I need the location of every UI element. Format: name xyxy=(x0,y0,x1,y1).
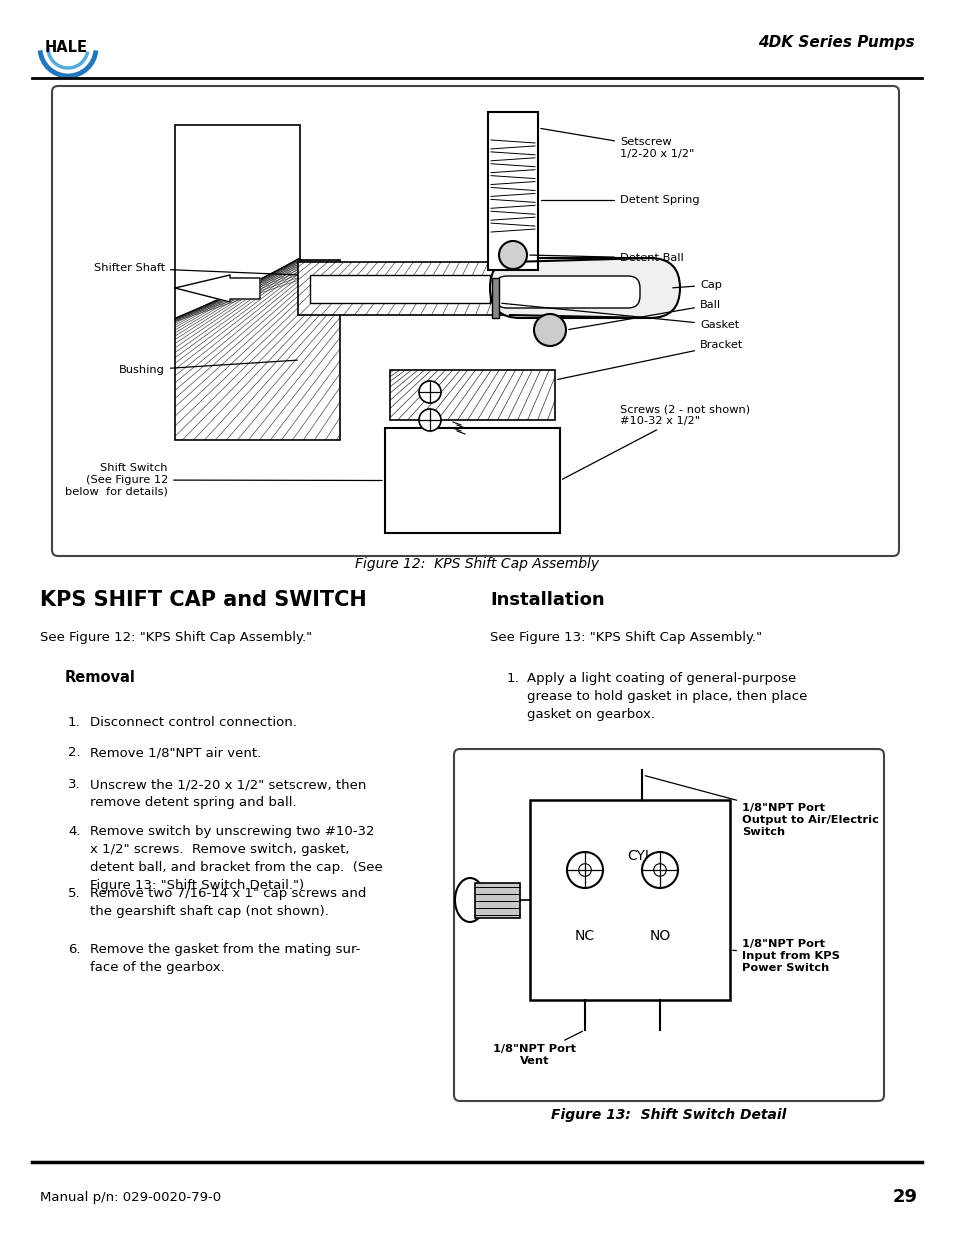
Text: Cap: Cap xyxy=(672,280,721,290)
Polygon shape xyxy=(488,112,537,137)
Text: 1.: 1. xyxy=(68,716,81,729)
Text: 29: 29 xyxy=(892,1188,917,1207)
Text: 2.: 2. xyxy=(68,746,81,760)
Text: 4.: 4. xyxy=(68,825,80,839)
Text: NO: NO xyxy=(649,929,670,944)
Text: Shift Switch
(See Figure 12
below  for details): Shift Switch (See Figure 12 below for de… xyxy=(65,463,382,496)
Text: gasket on gearbox.: gasket on gearbox. xyxy=(526,708,655,721)
Text: the gearshift shaft cap (not shown).: the gearshift shaft cap (not shown). xyxy=(90,905,329,918)
Text: 3.: 3. xyxy=(68,778,81,790)
Text: 4DK Series Pumps: 4DK Series Pumps xyxy=(758,35,914,49)
Bar xyxy=(488,112,537,270)
FancyBboxPatch shape xyxy=(454,748,883,1100)
Text: Bushing: Bushing xyxy=(119,361,297,375)
Circle shape xyxy=(418,382,440,403)
Ellipse shape xyxy=(455,878,484,923)
Circle shape xyxy=(653,863,665,877)
Circle shape xyxy=(578,863,591,877)
Text: Remove 1/8"NPT air vent.: Remove 1/8"NPT air vent. xyxy=(90,746,261,760)
Text: 5.: 5. xyxy=(68,887,81,900)
Text: HALE: HALE xyxy=(45,40,88,54)
Circle shape xyxy=(418,409,440,431)
Text: NC: NC xyxy=(575,929,595,944)
Text: CYL: CYL xyxy=(626,848,652,863)
Polygon shape xyxy=(390,370,555,420)
Text: Unscrew the 1/2-20 x 1/2" setscrew, then: Unscrew the 1/2-20 x 1/2" setscrew, then xyxy=(90,778,366,790)
Text: remove detent spring and ball.: remove detent spring and ball. xyxy=(90,797,296,809)
Text: Installation: Installation xyxy=(490,592,604,609)
Text: Remove two 7/16-14 x 1" cap screws and: Remove two 7/16-14 x 1" cap screws and xyxy=(90,887,366,900)
Circle shape xyxy=(534,314,565,346)
Bar xyxy=(310,275,490,303)
Circle shape xyxy=(498,241,526,269)
Text: Detent Spring: Detent Spring xyxy=(540,195,699,205)
Text: Gasket: Gasket xyxy=(501,304,739,330)
Text: See Figure 12: "KPS Shift Cap Assembly.": See Figure 12: "KPS Shift Cap Assembly." xyxy=(40,631,312,645)
Text: x 1/2" screws.  Remove switch, gasket,: x 1/2" screws. Remove switch, gasket, xyxy=(90,844,349,856)
Text: Figure 13: "Shift Switch Detail."): Figure 13: "Shift Switch Detail.") xyxy=(90,879,304,892)
Polygon shape xyxy=(174,125,339,440)
Bar xyxy=(475,883,519,918)
Bar xyxy=(492,278,498,317)
Text: 6.: 6. xyxy=(68,944,80,956)
Text: Manual p/n: 029-0020-79-0: Manual p/n: 029-0020-79-0 xyxy=(40,1191,221,1203)
Text: Removal: Removal xyxy=(65,671,135,685)
Text: Disconnect control connection.: Disconnect control connection. xyxy=(90,716,296,729)
Text: See Figure 13: "KPS Shift Cap Assembly.": See Figure 13: "KPS Shift Cap Assembly." xyxy=(490,631,761,645)
Text: Remove the gasket from the mating sur-: Remove the gasket from the mating sur- xyxy=(90,944,360,956)
Text: Figure 13:  Shift Switch Detail: Figure 13: Shift Switch Detail xyxy=(551,1108,786,1123)
Text: 1/8"NPT Port
Vent: 1/8"NPT Port Vent xyxy=(493,1031,582,1066)
Text: KPS SHIFT CAP and SWITCH: KPS SHIFT CAP and SWITCH xyxy=(40,590,366,610)
Polygon shape xyxy=(297,262,510,315)
FancyBboxPatch shape xyxy=(52,86,898,556)
Text: Apply a light coating of general-purpose: Apply a light coating of general-purpose xyxy=(526,672,796,685)
Text: grease to hold gasket in place, then place: grease to hold gasket in place, then pla… xyxy=(526,690,806,703)
Text: Setscrew
1/2-20 x 1/2": Setscrew 1/2-20 x 1/2" xyxy=(540,128,694,159)
Text: 1/8"NPT Port
Input from KPS
Power Switch: 1/8"NPT Port Input from KPS Power Switch xyxy=(732,940,839,973)
Text: Remove switch by unscrewing two #10-32: Remove switch by unscrewing two #10-32 xyxy=(90,825,375,839)
Polygon shape xyxy=(174,275,260,303)
Text: Detent Ball: Detent Ball xyxy=(529,253,683,263)
Text: Bracket: Bracket xyxy=(558,340,742,379)
Bar xyxy=(385,429,559,534)
Circle shape xyxy=(566,852,602,888)
Text: face of the gearbox.: face of the gearbox. xyxy=(90,961,225,974)
Text: 1.: 1. xyxy=(506,672,519,685)
Text: Shifter Shaft: Shifter Shaft xyxy=(93,263,297,275)
Circle shape xyxy=(641,852,678,888)
FancyBboxPatch shape xyxy=(490,258,679,317)
Text: Figure 12:  KPS Shift Cap Assembly: Figure 12: KPS Shift Cap Assembly xyxy=(355,557,598,571)
Bar xyxy=(530,800,729,1000)
Text: Screws (2 - not shown)
#10-32 x 1/2": Screws (2 - not shown) #10-32 x 1/2" xyxy=(562,404,749,479)
Text: Ball: Ball xyxy=(568,300,720,330)
Text: detent ball, and bracket from the cap.  (See: detent ball, and bracket from the cap. (… xyxy=(90,861,382,874)
Text: 1/8"NPT Port
Output to Air/Electric
Switch: 1/8"NPT Port Output to Air/Electric Swit… xyxy=(644,776,878,836)
FancyBboxPatch shape xyxy=(495,275,639,308)
